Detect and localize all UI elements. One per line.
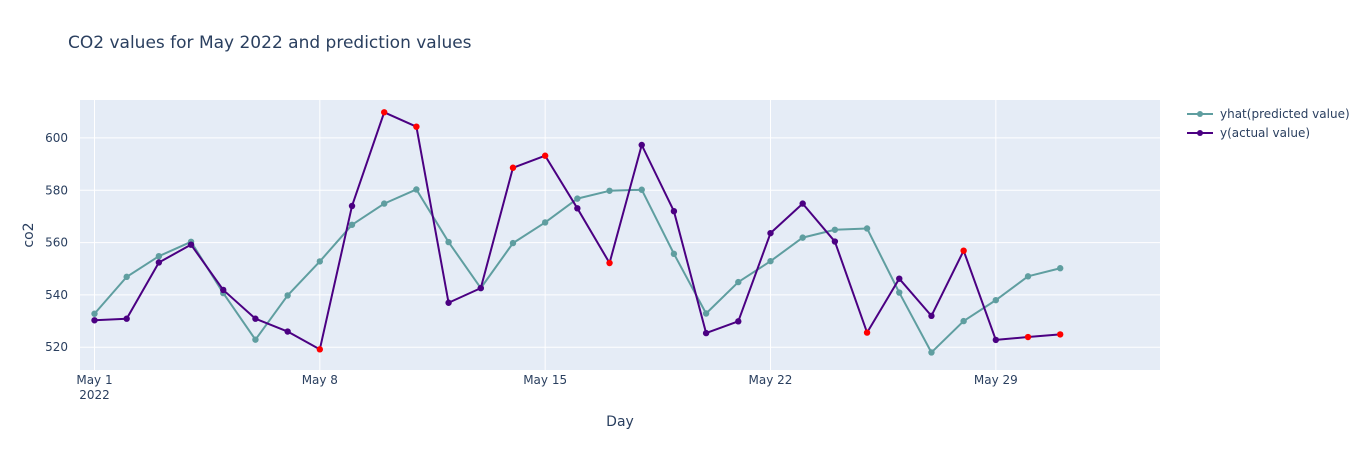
series-layer bbox=[91, 109, 1064, 356]
data-point[interactable] bbox=[767, 229, 774, 237]
data-point[interactable] bbox=[670, 207, 678, 215]
x-tick-label: May 1 bbox=[76, 373, 112, 387]
y-tick-label: 600 bbox=[45, 131, 68, 145]
data-point[interactable] bbox=[896, 275, 903, 282]
legend-item-predicted[interactable]: yhat(predicted value) bbox=[1185, 104, 1350, 123]
data-point[interactable] bbox=[574, 205, 581, 212]
data-point[interactable] bbox=[863, 329, 871, 336]
data-point[interactable] bbox=[1057, 265, 1064, 272]
x-tick-label: May 29 bbox=[974, 373, 1018, 387]
legend-label-actual: y(actual value) bbox=[1220, 125, 1311, 140]
data-point[interactable] bbox=[413, 123, 420, 130]
data-point[interactable] bbox=[606, 259, 613, 267]
data-point[interactable] bbox=[445, 299, 452, 306]
y-tick-label: 540 bbox=[45, 288, 68, 302]
x-tick-label: May 15 bbox=[523, 373, 567, 387]
data-point[interactable] bbox=[1024, 333, 1032, 341]
chart-title: CO2 values for May 2022 and prediction v… bbox=[68, 33, 472, 53]
data-point[interactable] bbox=[670, 250, 678, 258]
data-point[interactable] bbox=[606, 187, 613, 194]
data-point[interactable] bbox=[348, 202, 356, 210]
data-point[interactable] bbox=[767, 257, 774, 265]
data-point[interactable] bbox=[702, 310, 710, 317]
data-point[interactable] bbox=[960, 317, 967, 325]
data-point[interactable] bbox=[187, 241, 195, 248]
data-point[interactable] bbox=[155, 259, 163, 266]
data-point[interactable] bbox=[445, 238, 452, 246]
data-point[interactable] bbox=[896, 289, 903, 296]
data-point[interactable] bbox=[960, 247, 967, 254]
x-axis-title: Day bbox=[606, 414, 634, 430]
y-tick-labels: 520 540 560 580 600 bbox=[45, 131, 68, 354]
data-point[interactable] bbox=[863, 225, 871, 232]
data-point[interactable] bbox=[509, 164, 517, 171]
series-predicted bbox=[91, 186, 1064, 356]
data-point[interactable] bbox=[220, 286, 227, 294]
data-point[interactable] bbox=[1024, 273, 1032, 280]
data-point[interactable] bbox=[799, 200, 806, 207]
data-point[interactable] bbox=[381, 109, 388, 116]
data-point[interactable] bbox=[574, 195, 581, 202]
data-point[interactable] bbox=[91, 310, 98, 317]
data-point[interactable] bbox=[413, 186, 420, 193]
data-point[interactable] bbox=[123, 315, 130, 322]
data-point[interactable] bbox=[381, 200, 388, 207]
data-point[interactable] bbox=[831, 238, 839, 245]
data-point[interactable] bbox=[735, 318, 742, 325]
y-tick-label: 580 bbox=[45, 183, 68, 197]
data-point[interactable] bbox=[1057, 331, 1064, 338]
data-point[interactable] bbox=[928, 349, 935, 356]
data-point[interactable] bbox=[123, 273, 130, 281]
y-tick-label: 520 bbox=[45, 340, 68, 354]
data-point[interactable] bbox=[284, 292, 291, 299]
y-axis-title: co2 bbox=[21, 222, 37, 247]
data-point[interactable] bbox=[928, 312, 935, 320]
data-point[interactable] bbox=[541, 152, 549, 159]
plot-background bbox=[80, 100, 1160, 370]
data-point[interactable] bbox=[316, 258, 324, 265]
data-point[interactable] bbox=[284, 328, 291, 335]
data-point[interactable] bbox=[702, 329, 710, 337]
data-point[interactable] bbox=[316, 346, 324, 353]
legend-swatch-predicted bbox=[1187, 110, 1213, 117]
data-point[interactable] bbox=[638, 141, 645, 149]
series-actual bbox=[91, 109, 1064, 353]
data-point[interactable] bbox=[638, 186, 645, 193]
data-point[interactable] bbox=[509, 239, 517, 247]
data-point[interactable] bbox=[477, 284, 484, 292]
data-point[interactable] bbox=[735, 278, 742, 286]
x-tick-label: May 8 bbox=[302, 373, 338, 387]
data-point[interactable] bbox=[831, 226, 839, 233]
data-point[interactable] bbox=[252, 336, 259, 343]
y-tick-label: 560 bbox=[45, 236, 68, 250]
data-point[interactable] bbox=[799, 234, 806, 241]
legend-item-actual[interactable]: y(actual value) bbox=[1185, 123, 1350, 142]
legend-swatch-actual bbox=[1187, 129, 1213, 136]
data-point[interactable] bbox=[992, 296, 1000, 304]
legend-label-predicted: yhat(predicted value) bbox=[1220, 106, 1350, 121]
data-point[interactable] bbox=[992, 336, 1000, 344]
x-tick-year-label: 2022 bbox=[79, 388, 110, 402]
data-point[interactable] bbox=[91, 317, 98, 324]
data-point[interactable] bbox=[348, 221, 356, 228]
legend: yhat(predicted value) y(actual value) bbox=[1185, 104, 1350, 142]
x-tick-label: May 22 bbox=[749, 373, 793, 387]
data-point[interactable] bbox=[541, 219, 549, 226]
data-point[interactable] bbox=[155, 252, 163, 260]
data-point[interactable] bbox=[252, 315, 259, 322]
